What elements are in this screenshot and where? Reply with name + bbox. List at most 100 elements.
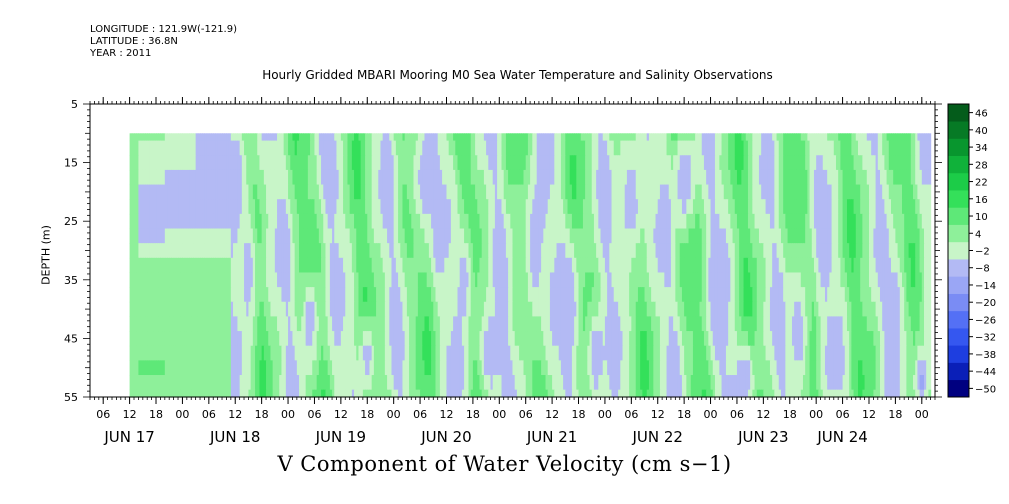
heatmap-cell [778, 287, 782, 303]
heatmap-cell [710, 257, 714, 274]
heatmap-cell [908, 301, 912, 318]
heatmap-cell [829, 169, 833, 186]
heatmap-cell [178, 272, 181, 288]
heatmap-cell [699, 213, 703, 230]
heatmap-cell [754, 155, 758, 171]
heatmap-cell [730, 301, 734, 318]
heatmap-cell [875, 169, 879, 186]
heatmap-cell [653, 155, 657, 171]
heatmap-cell [578, 199, 582, 215]
heatmap-cell [767, 199, 771, 215]
heatmap-cell [160, 213, 164, 230]
heatmap-cell [675, 133, 679, 142]
heatmap-cell [461, 243, 465, 259]
heatmap-cell [578, 184, 582, 200]
heatmap-cell [466, 301, 470, 318]
heatmap-cell [596, 133, 599, 142]
heatmap-cell [160, 155, 164, 171]
heatmap-cell [765, 213, 769, 230]
heatmap-cell [840, 213, 844, 230]
heatmap-cell [279, 169, 283, 186]
heatmap-cell [274, 228, 278, 244]
heatmap-cell [448, 155, 452, 171]
heatmap-cell [446, 133, 450, 142]
heatmap-cell [437, 199, 441, 215]
heatmap-cell [444, 257, 448, 274]
heatmap-cell [437, 155, 441, 171]
heatmap-cell [230, 243, 234, 259]
heatmap-cell [712, 184, 716, 200]
heatmap-cell [692, 155, 696, 171]
heatmap-cell [226, 140, 230, 156]
heatmap-cell [560, 155, 564, 171]
heatmap-cell [134, 257, 137, 274]
heatmap-cell [664, 272, 668, 288]
heatmap-cell [457, 228, 461, 244]
heatmap-cell [468, 257, 472, 274]
heatmap-cell [259, 155, 263, 171]
heatmap-cell [248, 243, 252, 259]
heatmap-cell [697, 133, 701, 142]
heatmap-cell [193, 213, 197, 230]
heatmap-cell [226, 213, 230, 230]
heatmap-cell [393, 184, 397, 200]
heatmap-cell [600, 228, 604, 244]
heatmap-cell [283, 184, 287, 200]
heatmap-cell [349, 184, 353, 200]
heatmap-cell [743, 301, 747, 318]
heatmap-cell [618, 301, 621, 318]
heatmap-cell [884, 272, 888, 288]
heatmap-cell [479, 257, 483, 274]
heatmap-cell [145, 155, 148, 171]
heatmap-cell [921, 228, 925, 244]
heatmap-cell [708, 140, 712, 156]
heatmap-cell [864, 184, 868, 200]
heatmap-cell [503, 243, 507, 259]
heatmap-cell [406, 199, 410, 215]
heatmap-cell [609, 213, 613, 230]
heatmap-cell [835, 169, 839, 186]
heatmap-cell [431, 140, 434, 156]
heatmap-cell [422, 169, 426, 186]
heatmap-cell [723, 272, 727, 288]
heatmap-cell [195, 243, 199, 259]
heatmap-cell [395, 140, 399, 156]
heatmap-cell [305, 213, 309, 230]
heatmap-cell [873, 213, 877, 230]
heatmap-cell [679, 257, 683, 274]
heatmap-cell [600, 140, 604, 156]
heatmap-cell [706, 228, 709, 244]
heatmap-cell [402, 316, 406, 332]
heatmap-cell [802, 184, 806, 200]
heatmap-cell [453, 287, 456, 303]
heatmap-cell [807, 228, 811, 244]
heatmap-cell [409, 169, 412, 186]
heatmap-cell [714, 184, 718, 200]
heatmap-cell [706, 257, 709, 274]
heatmap-cell [833, 243, 837, 259]
heatmap-cell [387, 257, 390, 274]
heatmap-cell [411, 257, 415, 274]
heatmap-cell [673, 213, 676, 230]
heatmap-cell [818, 169, 822, 186]
heatmap-cell [549, 287, 553, 303]
heatmap-cell [503, 257, 507, 274]
heatmap-cell [178, 184, 181, 200]
heatmap-cell [277, 272, 280, 288]
heatmap-cell [508, 199, 511, 215]
heatmap-cell [569, 287, 573, 303]
heatmap-cell [233, 316, 236, 332]
heatmap-cell [668, 213, 672, 230]
heatmap-cell [371, 243, 375, 259]
heatmap-cell [928, 301, 932, 318]
heatmap-cell [818, 287, 822, 303]
heatmap-cell [585, 184, 588, 200]
heatmap-cell [244, 257, 247, 274]
heatmap-cell [560, 301, 564, 318]
heatmap-cell [664, 301, 668, 318]
heatmap-cell [802, 199, 806, 215]
heatmap-cell [151, 140, 155, 156]
heatmap-cell [222, 316, 225, 332]
heatmap-cell [684, 140, 687, 156]
heatmap-cell [646, 316, 650, 332]
